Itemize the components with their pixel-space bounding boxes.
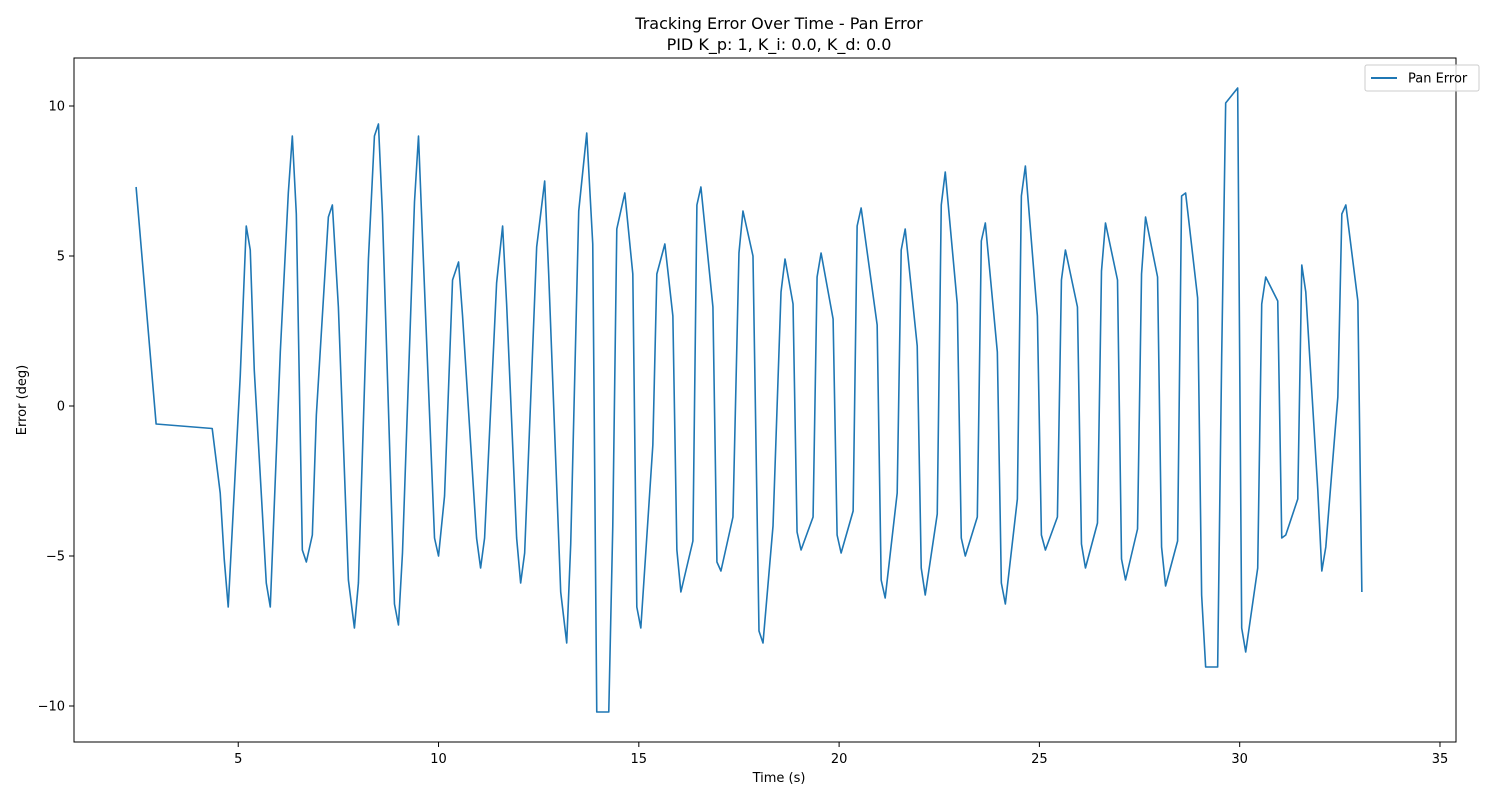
x-tick-label: 20 — [831, 752, 848, 767]
x-tick-label: 25 — [1031, 752, 1048, 767]
y-axis-label: Error (deg) — [15, 365, 30, 435]
y-tick-label: 10 — [48, 100, 65, 115]
chart-subtitle: PID K_p: 1, K_i: 0.0, K_d: 0.0 — [667, 35, 892, 55]
x-tick-label: 35 — [1432, 752, 1449, 767]
x-tick-label: 5 — [234, 752, 242, 767]
x-tick-label: 15 — [631, 752, 648, 767]
x-axis-label: Time (s) — [752, 771, 806, 786]
x-tick-label: 10 — [430, 752, 447, 767]
chart-title: Tracking Error Over Time - Pan Error — [634, 14, 923, 33]
x-tick-label: 30 — [1231, 752, 1248, 767]
y-tick-label: −10 — [38, 700, 65, 715]
y-axis-ticks: −10 −5 0 5 10 — [38, 100, 74, 715]
y-tick-label: 0 — [57, 400, 65, 415]
plot-frame — [73, 57, 1457, 743]
y-tick-label: −5 — [46, 550, 65, 565]
y-tick-label: 5 — [57, 250, 65, 265]
x-axis-ticks: 5 10 15 20 25 30 35 — [234, 742, 1448, 767]
legend: Pan Error — [1364, 64, 1480, 92]
plot-series-group — [135, 87, 1363, 713]
legend-box — [1364, 64, 1480, 92]
legend-label-pan-error: Pan Error — [1408, 72, 1468, 87]
series-line-pan-error — [135, 87, 1363, 713]
